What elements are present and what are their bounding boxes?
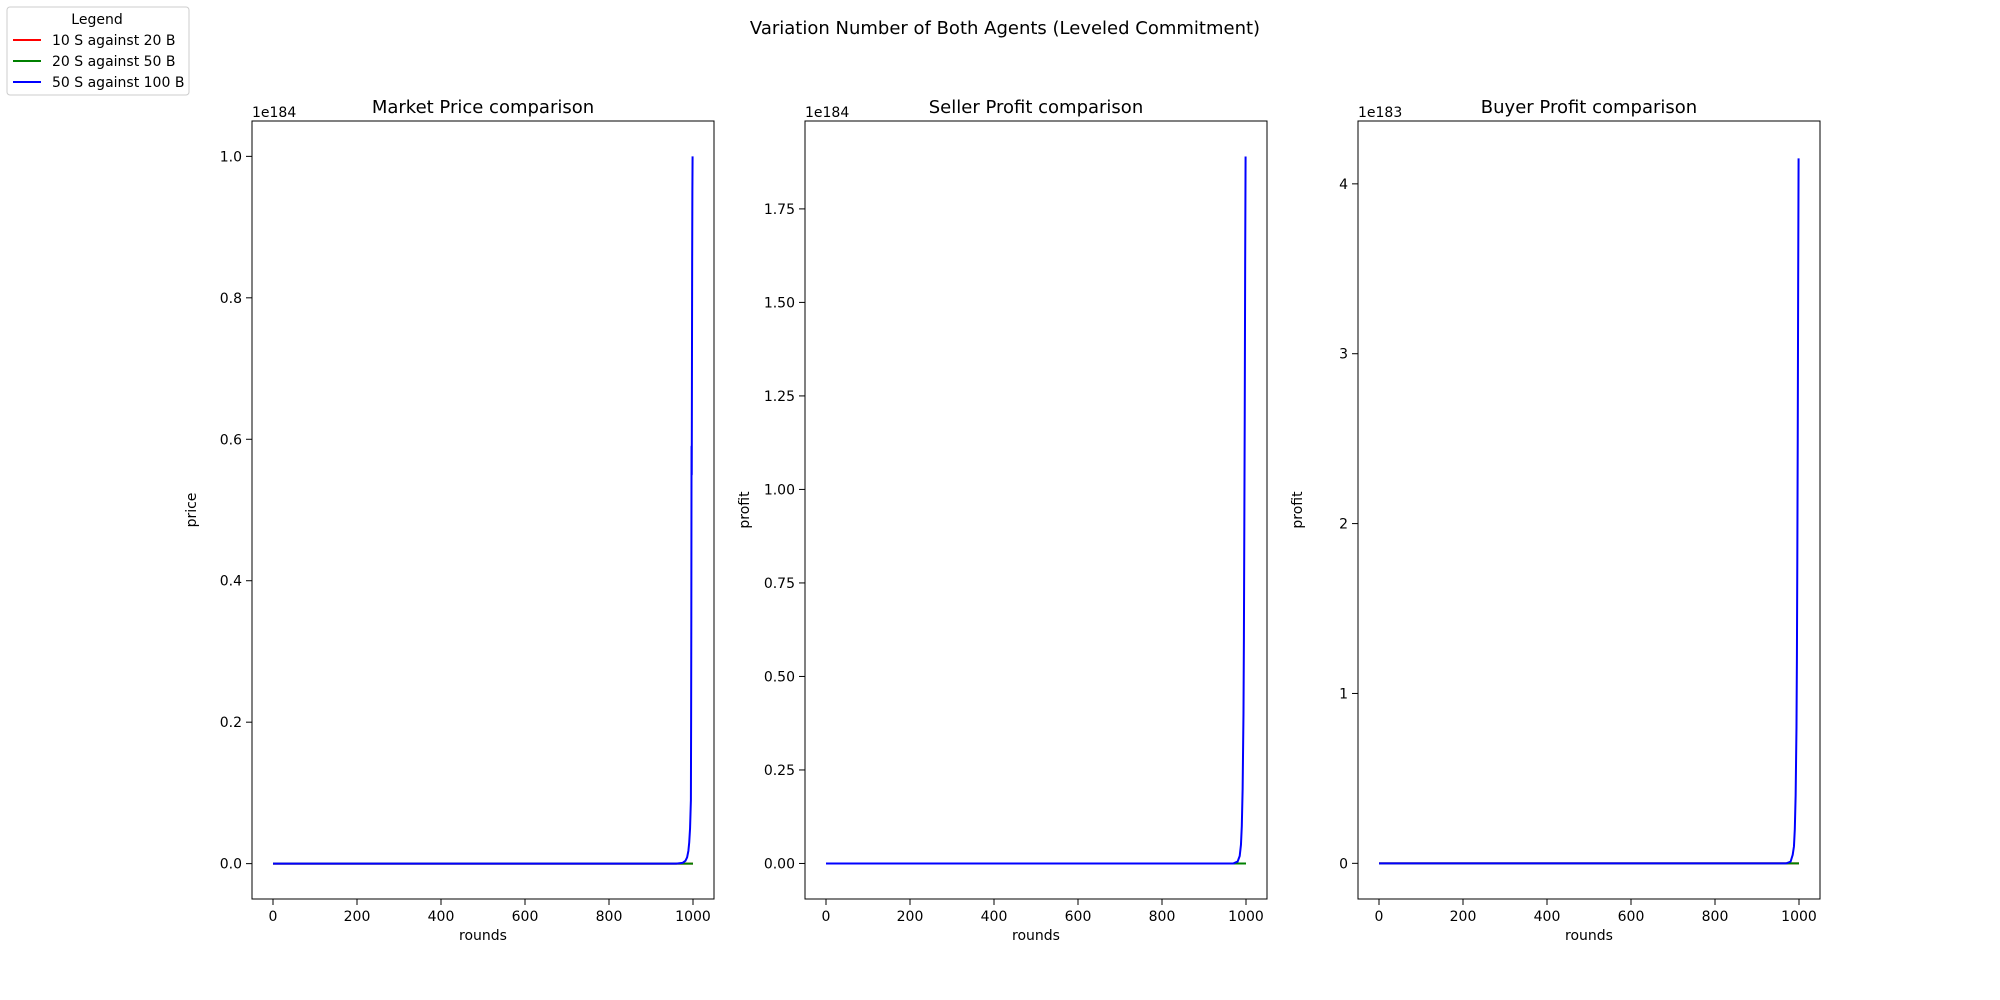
legend-title: Legend: [71, 12, 122, 28]
legend-label-50-s-against-100-b: 50 S against 100 B: [52, 75, 184, 91]
legend-label-10-s-against-20-b: 10 S against 20 B: [52, 33, 176, 49]
seller-profit-comparison-ytick-label: 1.25: [764, 389, 795, 405]
buyer-profit-comparison-title: Buyer Profit comparison: [1481, 97, 1697, 118]
seller-profit-comparison-ytick-label: 1.50: [764, 295, 795, 311]
seller-profit-comparison-xtick-label: 600: [1065, 909, 1092, 925]
market-price-comparison-series-50-s-against-100-b: [273, 156, 694, 865]
buyer-profit-comparison-ylabel: profit: [1290, 491, 1306, 529]
seller-profit-axes: 0 200 400 600 800 1000 0.00 0.25 0.50 0.75 1.00 1.2…: [737, 97, 1268, 944]
seller-profit-comparison-ytick-label: 0.50: [764, 669, 795, 685]
market-price-axes: 0 200 400 600 800 1000 0.0 0.2 0.4 0.6 0.8 1.0 1e184…: [184, 97, 715, 944]
buyer-profit-comparison-ytick-label: 1: [1339, 686, 1348, 702]
market-price-comparison-ytick-label: 0.8: [220, 291, 242, 307]
seller-profit-comparison-ytick-label: 1.75: [764, 202, 795, 218]
buyer-profit-comparison-frame: [1357, 120, 1821, 900]
seller-profit-comparison-ylabel: profit: [737, 491, 753, 529]
market-price-comparison-ytick-label: 0.0: [220, 857, 242, 873]
seller-profit-comparison-xtick-label: 200: [897, 909, 924, 925]
market-price-comparison-xtick-label: 600: [512, 909, 539, 925]
market-price-comparison-series-group: [273, 156, 694, 865]
buyer-profit-comparison-xtick-label: 1000: [1781, 909, 1817, 925]
buyer-profit-comparison-xtick-label: 0: [1375, 909, 1384, 925]
seller-profit-comparison-ytick-label: 0.25: [764, 763, 795, 779]
buyer-profit-comparison-ytick-label: 2: [1339, 517, 1348, 533]
market-price-comparison-xtick-label: 200: [344, 909, 371, 925]
buyer-profit-comparison-xtick-label: 200: [1450, 909, 1477, 925]
buyer-profit-comparison-ytick-label: 3: [1339, 347, 1348, 363]
seller-profit-comparison-xtick-label: 800: [1149, 909, 1176, 925]
seller-profit-comparison-series-group: [826, 156, 1247, 865]
legend-entries: 10 S against 20 B 20 S against 50 B 50 S a…: [13, 33, 184, 91]
seller-profit-comparison-offset-text: 1e184: [805, 105, 849, 121]
market-price-comparison-ytick-label: 0.6: [220, 432, 242, 448]
market-price-comparison-xtick-label: 0: [269, 909, 278, 925]
market-price-comparison-xtick-label: 400: [428, 909, 455, 925]
legend-frame: [6, 6, 190, 96]
buyer-profit-comparison-offset-text: 1e183: [1358, 105, 1402, 121]
market-price-comparison-xlabel: rounds: [459, 928, 507, 944]
market-price-comparison-ytick-label: 0.4: [220, 574, 242, 590]
seller-profit-comparison-xtick-label: 400: [981, 909, 1008, 925]
buyer-profit-comparison-xtick-label: 400: [1534, 909, 1561, 925]
seller-profit-comparison-series-50-s-against-100-b: [826, 156, 1247, 865]
buyer-profit-comparison-xlabel: rounds: [1565, 928, 1613, 944]
market-price-comparison-xtick-label: 800: [596, 909, 623, 925]
seller-profit-comparison-ytick-label: 0.00: [764, 856, 795, 872]
market-price-comparison-frame: [251, 120, 715, 900]
market-price-comparison-offset-text: 1e184: [252, 105, 296, 121]
seller-profit-comparison-xtick-label: 1000: [1228, 909, 1264, 925]
market-price-comparison-title: Market Price comparison: [372, 97, 594, 118]
seller-profit-comparison-ytick-label: 1.00: [764, 482, 795, 498]
seller-profit-comparison-ytick-label: 0.75: [764, 576, 795, 592]
buyer-profit-comparison-series-group: [1379, 158, 1800, 865]
market-price-comparison-ylabel: price: [184, 493, 200, 528]
market-price-comparison-xtick-label: 1000: [675, 909, 711, 925]
market-price-comparison-ytick-label: 0.2: [220, 715, 242, 731]
seller-profit-comparison-xtick-label: 0: [822, 909, 831, 925]
buyer-profit-comparison-ytick-label: 0: [1339, 856, 1348, 872]
buyer-profit-comparison-xtick-label: 800: [1702, 909, 1729, 925]
legend: Legend 10 S against 20 B 20 S against 50 …: [6, 6, 190, 96]
legend-label-20-s-against-50-b: 20 S against 50 B: [52, 54, 176, 70]
seller-profit-comparison-title: Seller Profit comparison: [929, 97, 1143, 118]
seller-profit-comparison-frame: [804, 120, 1268, 900]
buyer-profit-comparison-ytick-label: 4: [1339, 177, 1348, 193]
seller-profit-comparison-xlabel: rounds: [1012, 928, 1060, 944]
figure-title: Variation Number of Both Agents (Leveled…: [750, 18, 1260, 39]
market-price-comparison-ytick-label: 1.0: [220, 149, 242, 165]
buyer-profit-comparison-xtick-label: 600: [1618, 909, 1645, 925]
buyer-profit-axes: 0 200 400 600 800 1000 0 1 2 3 4 1e183 Buyer Profit …: [1290, 97, 1821, 944]
buyer-profit-comparison-series-50-s-against-100-b: [1379, 158, 1800, 865]
